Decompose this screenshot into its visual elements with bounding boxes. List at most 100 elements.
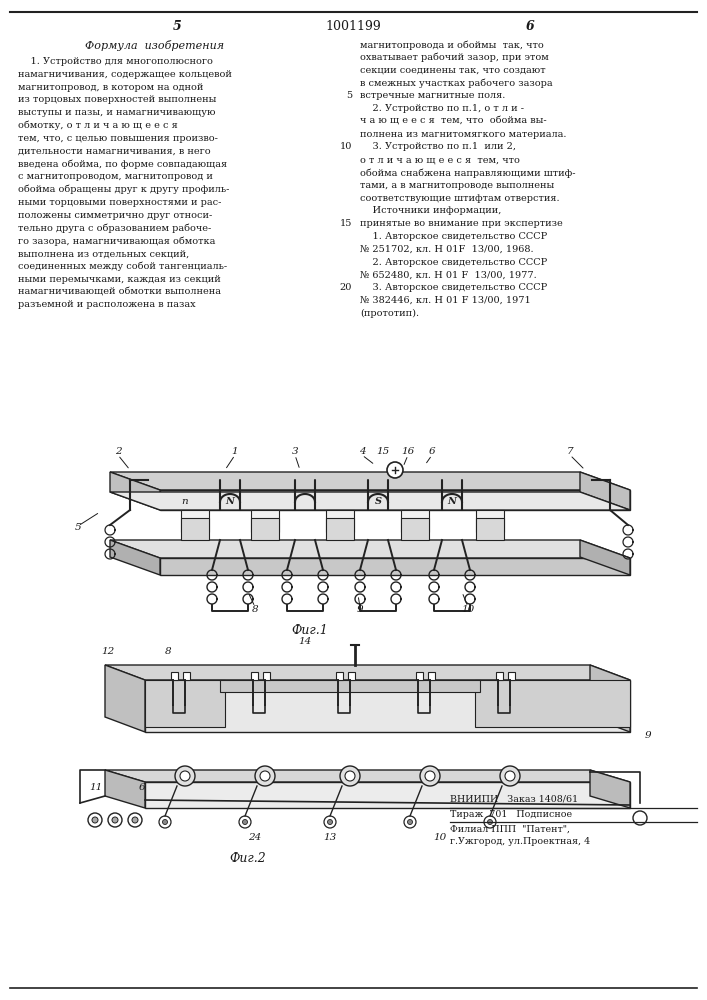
Circle shape (505, 771, 515, 781)
Text: магнитопровод, в котором на одной: магнитопровод, в котором на одной (18, 83, 204, 92)
Text: 12: 12 (101, 648, 115, 656)
Text: 3: 3 (292, 448, 298, 456)
Text: 20: 20 (339, 283, 352, 292)
Polygon shape (110, 472, 160, 510)
Polygon shape (251, 518, 279, 540)
Circle shape (88, 813, 102, 827)
Circle shape (159, 816, 171, 828)
Text: Фиг.2: Фиг.2 (230, 852, 267, 865)
Polygon shape (110, 540, 160, 575)
Text: встречные магнитные поля.: встречные магнитные поля. (360, 91, 506, 100)
Text: 6: 6 (139, 784, 146, 792)
Circle shape (387, 462, 403, 478)
Text: 1: 1 (232, 448, 238, 456)
Circle shape (633, 811, 647, 825)
Circle shape (327, 820, 332, 824)
Text: Фиг.1: Фиг.1 (291, 624, 328, 637)
Text: 3. Авторское свидетельство СССР: 3. Авторское свидетельство СССР (360, 283, 547, 292)
Circle shape (484, 816, 496, 828)
Text: 5: 5 (75, 524, 81, 532)
Circle shape (425, 771, 435, 781)
Text: Формула  изобретения: Формула изобретения (86, 40, 225, 51)
Polygon shape (251, 510, 279, 532)
Text: 1001199: 1001199 (325, 20, 381, 33)
Bar (336, 672, 343, 680)
Polygon shape (401, 518, 429, 540)
Text: дительности намагничивания, в него: дительности намагничивания, в него (18, 147, 211, 156)
Polygon shape (160, 558, 630, 575)
Text: 9: 9 (645, 730, 651, 740)
Circle shape (345, 771, 355, 781)
Text: магнитопровода и обоймы  так, что: магнитопровода и обоймы так, что (360, 40, 544, 49)
Circle shape (108, 813, 122, 827)
Polygon shape (145, 680, 630, 732)
Polygon shape (475, 680, 630, 727)
Text: 13: 13 (323, 834, 337, 842)
Circle shape (163, 820, 168, 824)
Circle shape (180, 771, 190, 781)
Text: соответствующие штифтам отверстия.: соответствующие штифтам отверстия. (360, 194, 560, 203)
Text: ными торцовыми поверхностями и рас-: ными торцовыми поверхностями и рас- (18, 198, 221, 207)
Text: 10: 10 (433, 834, 447, 842)
Bar (428, 672, 435, 680)
Text: 16: 16 (402, 448, 414, 456)
Text: ч а ю щ е е с я  тем, что  обойма вы-: ч а ю щ е е с я тем, что обойма вы- (360, 117, 547, 126)
Text: тем, что, с целью повышения произво-: тем, что, с целью повышения произво- (18, 134, 218, 143)
Text: 15: 15 (376, 448, 390, 456)
Text: охватывает рабочий зазор, при этом: охватывает рабочий зазор, при этом (360, 53, 549, 62)
Text: № 251702, кл. Н 01F  13/00, 1968.: № 251702, кл. Н 01F 13/00, 1968. (360, 245, 534, 254)
Text: ВНИИПИ   Заказ 1408/61: ВНИИПИ Заказ 1408/61 (450, 795, 578, 804)
Circle shape (92, 817, 98, 823)
Bar (496, 672, 503, 680)
Polygon shape (110, 492, 630, 510)
Text: намагничивания, содержащее кольцевой: намагничивания, содержащее кольцевой (18, 70, 232, 79)
Polygon shape (160, 490, 630, 510)
Text: № 652480, кл. Н 01 F  13/00, 1977.: № 652480, кл. Н 01 F 13/00, 1977. (360, 270, 537, 279)
Text: го зазора, намагничивающая обмотка: го зазора, намагничивающая обмотка (18, 236, 216, 246)
Text: 10: 10 (339, 142, 352, 151)
Text: тами, а в магнитопроводе выполнены: тами, а в магнитопроводе выполнены (360, 181, 554, 190)
Bar (348, 672, 355, 680)
Bar (508, 672, 515, 680)
Polygon shape (580, 540, 630, 575)
Circle shape (112, 817, 118, 823)
Text: N: N (226, 496, 235, 506)
Polygon shape (145, 680, 225, 727)
Text: № 382446, кл. Н 01 F 13/00, 1971: № 382446, кл. Н 01 F 13/00, 1971 (360, 296, 531, 305)
Text: 14: 14 (298, 638, 312, 647)
Text: 2. Устройство по п.1, о т л и -: 2. Устройство по п.1, о т л и - (360, 104, 524, 113)
Text: обойма снабжена направляющими штиф-: обойма снабжена направляющими штиф- (360, 168, 575, 178)
Polygon shape (105, 665, 630, 680)
Text: Филиал ППП  "Патент",: Филиал ППП "Патент", (450, 825, 570, 834)
Text: с магнитопроводом, магнитопровод и: с магнитопроводом, магнитопровод и (18, 172, 213, 181)
Polygon shape (110, 472, 630, 490)
Text: 3. Устройство по п.1  или 2,: 3. Устройство по п.1 или 2, (360, 142, 516, 151)
Text: 4: 4 (358, 448, 366, 456)
Bar (251, 672, 258, 680)
Circle shape (260, 771, 270, 781)
Text: (прототип).: (прототип). (360, 309, 419, 318)
Text: положены симметрично друг относи-: положены симметрично друг относи- (18, 211, 212, 220)
Text: обойма обращены друг к другу профиль-: обойма обращены друг к другу профиль- (18, 185, 229, 194)
Bar (171, 672, 178, 680)
Text: 2: 2 (115, 448, 122, 456)
Text: из торцовых поверхностей выполнены: из торцовых поверхностей выполнены (18, 95, 216, 104)
Text: в смежных участках рабочего зазора: в смежных участках рабочего зазора (360, 78, 553, 88)
Text: 8: 8 (252, 605, 258, 614)
Circle shape (132, 817, 138, 823)
Text: 6: 6 (428, 448, 436, 456)
Text: намагничивающей обмотки выполнена: намагничивающей обмотки выполнена (18, 287, 221, 296)
Circle shape (255, 766, 275, 786)
Text: разъемной и расположена в пазах: разъемной и расположена в пазах (18, 300, 196, 309)
Text: г.Ужгород, ул.Проектная, 4: г.Ужгород, ул.Проектная, 4 (450, 837, 590, 846)
Text: тельно друга с образованием рабоче-: тельно друга с образованием рабоче- (18, 223, 211, 233)
Circle shape (420, 766, 440, 786)
Circle shape (175, 766, 195, 786)
Text: 8: 8 (165, 648, 171, 656)
Bar (263, 672, 270, 680)
Polygon shape (326, 518, 354, 540)
Text: 1. Устройство для многополюсного: 1. Устройство для многополюсного (18, 57, 213, 66)
Text: n: n (182, 496, 188, 506)
Text: выполнена из отдельных секций,: выполнена из отдельных секций, (18, 249, 189, 258)
Polygon shape (145, 782, 630, 808)
